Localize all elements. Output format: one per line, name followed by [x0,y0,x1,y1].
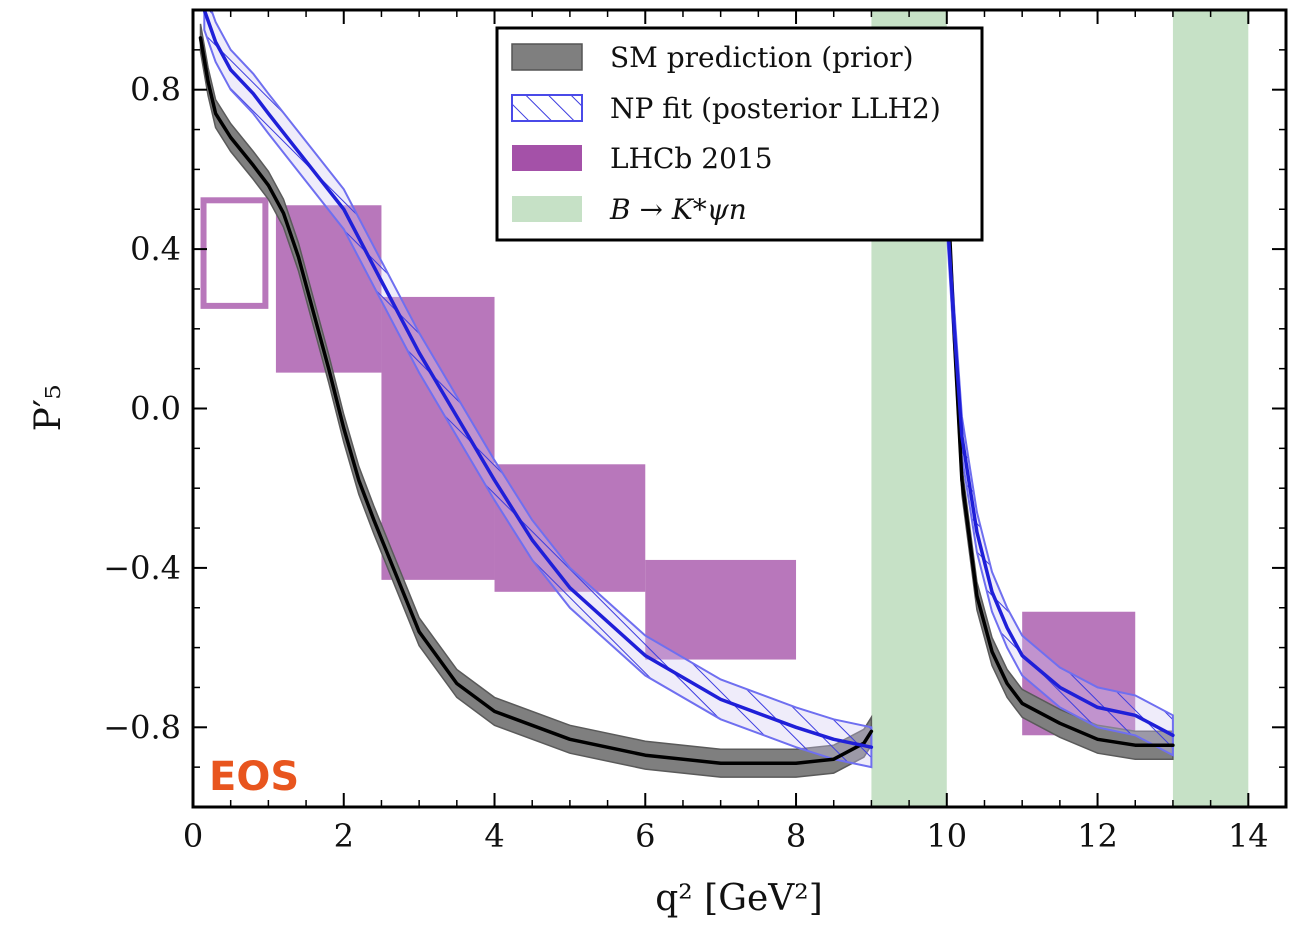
legend-swatch-psi [512,196,582,222]
x-tick-label-1: 2 [334,817,354,855]
legend-swatch-lhcb [512,145,582,171]
plot-area [198,10,1249,807]
y-tick-label-0: 0.8 [130,71,181,109]
legend-swatch-np [511,94,583,122]
sm-line-0 [198,36,874,765]
x-tick-label-7: 14 [1228,817,1269,855]
y-axis-label: P′₅ [28,385,69,432]
legend-label-sm: SM prediction (prior) [610,41,914,74]
x-tick-label-3: 6 [635,817,655,855]
theory-lines-layer [198,10,1175,765]
y-tick-label-3: −0.4 [103,549,181,587]
lhcb-bin-0 [200,197,269,309]
x-tick-label-2: 4 [484,817,504,855]
lhcb-bin-4 [645,559,797,660]
legend-label-lhcb: LHCb 2015 [610,142,773,175]
legend: SM prediction (prior) NP fit (posterior … [495,26,984,242]
legend-label-psi: B → K*ψn [609,193,747,226]
np-line-0 [202,10,874,749]
np-band-0 [203,10,873,769]
sm-line-1 [945,167,1175,747]
legend-swatch-sm [511,43,583,71]
x-tick-label-6: 12 [1077,817,1118,855]
x-tick-label-5: 10 [926,817,967,855]
eos-watermark: EOS [209,754,299,800]
theory-bands-layer [199,10,1174,778]
y-tick-label-4: −0.8 [103,708,181,746]
psi-band-1 [1172,10,1249,807]
y-tick-label-2: 0.0 [130,390,181,428]
np-line-1 [945,207,1175,738]
legend-label-np: NP fit (posterior LLH2) [610,92,941,125]
x-tick-label-4: 8 [786,817,806,855]
sm-band-1 [946,155,1174,760]
np-band-1 [945,189,1174,757]
axis-ticks: 0 2 4 6 8 10 12 14 0.8 0.4 0.0 −0.4 −0.8 [103,9,1286,855]
x-tick-label-0: 0 [183,817,203,855]
y-tick-label-1: 0.4 [130,230,181,268]
x-axis-label: q² [GeV²] [655,878,823,919]
